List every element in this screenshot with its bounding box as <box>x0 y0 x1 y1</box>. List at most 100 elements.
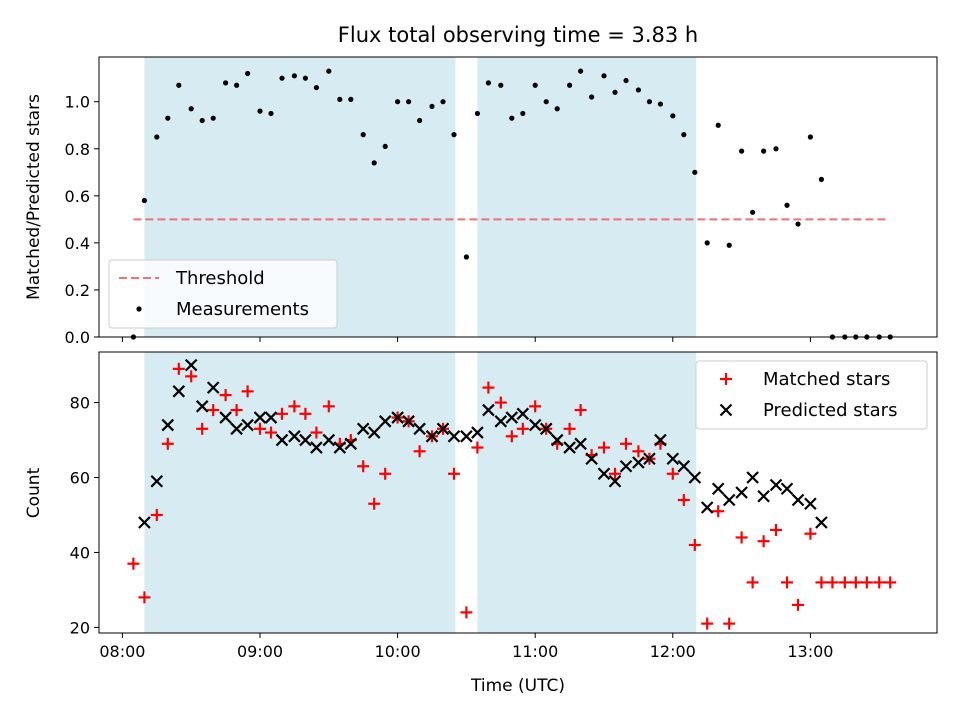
measurement-point <box>704 240 710 246</box>
legend-label: Matched stars <box>763 369 890 390</box>
predicted-point <box>688 471 702 484</box>
measurement-point <box>623 77 629 84</box>
measurement-point <box>302 75 309 81</box>
predicted-point-b <box>253 411 267 424</box>
counts-panel: 08:00 09:00 10:00 11:00 12:00 13:00 20 40 60 80 Ma… <box>70 351 938 661</box>
measurement-point <box>141 197 148 204</box>
predicted-point <box>402 415 415 428</box>
matched-point <box>482 381 495 394</box>
predicted-point-b <box>391 411 404 424</box>
predicted-point <box>391 411 404 424</box>
predicted-point-b <box>402 415 415 428</box>
predicted-point-b <box>746 471 759 484</box>
legend: Threshold Measurements <box>108 259 338 329</box>
predicted-point-b <box>528 418 542 432</box>
legend-matched-swatch <box>720 373 732 385</box>
x-tick-label: 09:00 <box>237 642 283 661</box>
observing-window-0 <box>144 352 456 633</box>
measurement-point <box>257 108 263 114</box>
predicted-point-b <box>505 411 519 424</box>
measurement-point <box>210 115 216 121</box>
matched-point <box>516 422 529 435</box>
predicted-point <box>460 430 473 443</box>
predicted-point <box>482 403 495 417</box>
predicted-point-b <box>367 426 381 439</box>
x-axis-label: Time (UTC) <box>470 676 565 696</box>
predicted-point <box>288 430 301 443</box>
matched-point <box>620 437 633 450</box>
matched-point <box>770 523 783 536</box>
measurement-point <box>463 254 469 260</box>
measurement-point <box>784 202 790 208</box>
measurement-point <box>567 82 573 88</box>
legend-label: Measurements <box>176 299 309 320</box>
matched-point <box>161 437 174 450</box>
measurement-point <box>532 82 538 88</box>
matched-point <box>574 404 587 417</box>
predicted-point-b <box>494 415 508 428</box>
predicted-point-b <box>482 403 495 417</box>
measurement-point <box>188 106 194 112</box>
measurement-point <box>406 99 412 105</box>
legend-box <box>695 360 928 430</box>
predicted-point <box>574 437 587 451</box>
measurement-point <box>657 101 664 107</box>
predicted-point <box>516 407 530 421</box>
y-tick-label: 0.0 <box>65 328 90 347</box>
matched-point <box>379 467 392 480</box>
predicted-point-b <box>815 516 828 529</box>
predicted-point <box>378 415 392 428</box>
axes-frame <box>98 351 938 634</box>
matched-point <box>677 493 690 506</box>
measurement-point <box>498 82 504 88</box>
measurement-point <box>726 242 732 248</box>
predicted-point <box>322 433 336 447</box>
matched-point <box>701 617 714 630</box>
y-axis-label-ratio: Matched/Predicted stars <box>24 94 44 300</box>
matched-point <box>299 407 312 420</box>
predicted-point <box>436 422 450 436</box>
predicted-point-b <box>241 418 254 432</box>
matched-point <box>873 576 886 589</box>
predicted-point-b <box>643 452 656 466</box>
predicted-point-b <box>264 411 278 424</box>
predicted-point-b <box>711 482 725 496</box>
matched-point <box>804 527 817 540</box>
predicted-point-b <box>597 467 611 481</box>
predicted-point <box>356 422 370 436</box>
measurement-point <box>313 84 320 91</box>
measurement-point <box>360 132 366 138</box>
matched-point <box>265 426 278 439</box>
matched-point <box>357 460 370 473</box>
predicted-point <box>597 467 611 481</box>
measurement-point <box>795 221 801 227</box>
matched-point <box>838 576 851 589</box>
matched-point <box>563 422 576 435</box>
predicted-point <box>815 516 828 529</box>
predicted-point-b <box>769 478 783 492</box>
measurement-point <box>429 103 435 110</box>
observing-window-1 <box>477 352 697 633</box>
predicted-point <box>804 497 817 511</box>
predicted-point <box>299 433 312 447</box>
series-measurements <box>130 68 893 340</box>
matched-point <box>310 426 323 439</box>
measurement-point <box>154 134 160 140</box>
predicted-point <box>138 516 151 529</box>
measurement-point <box>612 89 618 95</box>
legend-predicted-swatch <box>719 403 733 417</box>
measurement-point <box>474 110 481 117</box>
measurement-point <box>554 106 560 112</box>
measurement-point <box>394 99 401 105</box>
matched-point <box>757 535 770 548</box>
predicted-point <box>746 471 759 484</box>
measurement-point <box>485 80 492 86</box>
matched-point <box>322 400 335 413</box>
predicted-point <box>172 385 186 398</box>
predicted-point <box>528 418 542 432</box>
matched-point <box>288 400 301 413</box>
predicted-point-b <box>619 459 633 473</box>
matched-point <box>529 400 542 413</box>
predicted-point <box>241 418 254 432</box>
predicted-point <box>654 433 667 447</box>
